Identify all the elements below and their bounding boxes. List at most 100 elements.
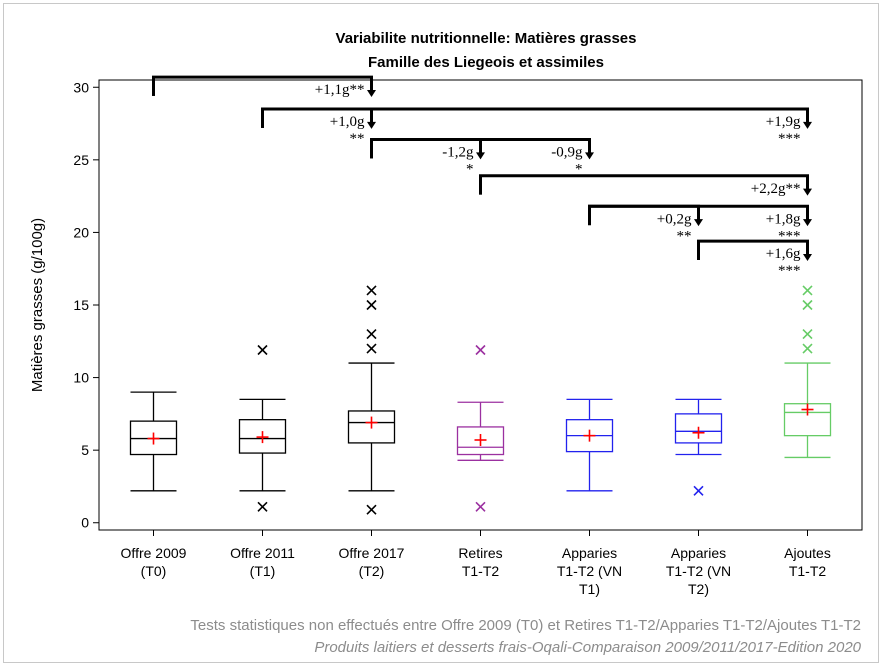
box-4 [565, 398, 614, 492]
x-tick-label: Offre 2011 [230, 545, 295, 561]
bracket-arrowhead [803, 219, 812, 227]
outlier-point [802, 299, 813, 311]
bracket-arrowhead [803, 121, 812, 129]
bracket-arrowhead [585, 152, 594, 160]
outlier-stroke [802, 328, 813, 340]
x-tick-label: (T0) [141, 563, 167, 579]
x-tick-label: T1-T2 (VN [666, 563, 731, 579]
x-tick-label: (T1) [250, 563, 276, 579]
bracket-arrowhead [367, 121, 376, 129]
comparison-label: * [466, 162, 474, 178]
comparison-bracket: +2,2g** [479, 174, 812, 197]
comparison-label: ** [677, 228, 692, 244]
y-tick-label: 25 [73, 152, 89, 168]
box-2 [347, 285, 396, 515]
outlier-point [257, 501, 268, 512]
outlier-point [366, 328, 377, 340]
box-iqr [347, 410, 396, 444]
outlier-stroke [802, 343, 813, 354]
outlier-point [475, 501, 486, 512]
y-tick-label: 15 [73, 297, 89, 313]
box-iqr [129, 420, 178, 456]
y-axis: 0 5 10 15 20 25 30 [73, 79, 99, 531]
boxes [129, 285, 832, 515]
comparison-label: +1,6g [766, 246, 801, 262]
comparison-label: ** [350, 131, 365, 147]
outlier-stroke [366, 343, 377, 354]
chart-title: Variabilite nutritionnelle: Matières gra… [336, 30, 637, 47]
outlier-point [802, 343, 813, 354]
x-tick-label: Apparies [562, 545, 617, 561]
comparison-bracket: -1,2g* [370, 138, 485, 178]
outlier-point [802, 328, 813, 340]
y-tick-label: 30 [73, 79, 89, 95]
box-5 [674, 398, 723, 496]
y-tick-label: 0 [81, 515, 89, 531]
comparison-bracket: +0,2g** [588, 204, 703, 244]
outlier-point [366, 504, 377, 515]
comparison-bracket: +1,1g** [152, 75, 376, 98]
outlier-point [366, 285, 377, 296]
bracket-arrowhead [694, 219, 703, 227]
outlier-stroke [257, 501, 268, 512]
x-tick-label: T1) [579, 581, 600, 597]
mean-marker [256, 431, 269, 444]
outlier-stroke [257, 344, 268, 356]
outlier-stroke [475, 501, 486, 512]
outlier-stroke [802, 299, 813, 311]
mean-marker [147, 432, 160, 445]
outlier-point [366, 299, 377, 311]
bracket-arrowhead [803, 254, 812, 261]
comparison-bracket: +1,6g*** [697, 239, 812, 279]
outlier-stroke [366, 285, 377, 296]
outlier-stroke [366, 299, 377, 311]
outlier-stroke [802, 285, 813, 296]
x-tick-label: T1-T2 [462, 563, 500, 579]
outlier-point [366, 343, 377, 354]
comparison-bracket: +1,9g*** [261, 107, 812, 147]
footer-note: Tests statistiques non effectués entre O… [190, 617, 861, 634]
comparison-label: +2,2g** [751, 181, 801, 197]
x-tick-label: (T2) [359, 563, 385, 579]
outlier-point [693, 485, 704, 496]
comparison-label: +0,2g [657, 211, 692, 227]
footer-source: Produits laitiers et desserts frais-Oqal… [314, 639, 861, 656]
box-iqr [783, 403, 832, 437]
comparison-label: *** [778, 131, 801, 147]
comparison-label: +1,9g [766, 114, 801, 130]
x-tick-label: Retires [458, 545, 502, 561]
outlier-stroke [475, 344, 486, 356]
outlier-stroke [366, 328, 377, 340]
comparison-label: * [575, 162, 583, 178]
box-0 [129, 391, 178, 492]
x-tick-label: Offre 2017 [339, 545, 405, 561]
chart-subtitle: Famille des Liegeois et assimiles [368, 54, 604, 71]
comparison-bracket: +1,0g** [261, 107, 376, 147]
outlier-stroke [366, 504, 377, 515]
box-1 [238, 344, 287, 512]
bracket-arrowhead [803, 188, 812, 196]
x-tick-label: Apparies [671, 545, 726, 561]
mean-marker [583, 429, 596, 442]
comparison-label: +1,8g [766, 211, 801, 227]
mean-marker [365, 416, 378, 429]
x-tick-label: T2) [688, 581, 709, 597]
box-6 [783, 285, 832, 459]
comparison-bracket: -0,9g* [370, 138, 594, 178]
comparison-label: +1,1g** [315, 82, 365, 98]
y-tick-label: 5 [81, 442, 89, 458]
y-tick-label: 10 [73, 370, 89, 386]
comparison-brackets: +1,1g**+1,0g**+1,9g***-1,2g*-0,9g*+2,2g*… [152, 75, 812, 279]
comparison-bracket: +1,8g*** [588, 204, 812, 244]
outlier-point [802, 285, 813, 296]
mean-marker [801, 403, 814, 416]
comparison-label: -0,9g [551, 145, 583, 161]
y-tick-label: 20 [73, 224, 89, 240]
comparison-label: *** [778, 263, 801, 279]
outlier-stroke [693, 485, 704, 496]
x-tick-label: Ajoutes [784, 545, 831, 561]
chart-frame [3, 3, 879, 663]
x-tick-label: T1-T2 [789, 563, 827, 579]
outlier-point [475, 344, 486, 356]
